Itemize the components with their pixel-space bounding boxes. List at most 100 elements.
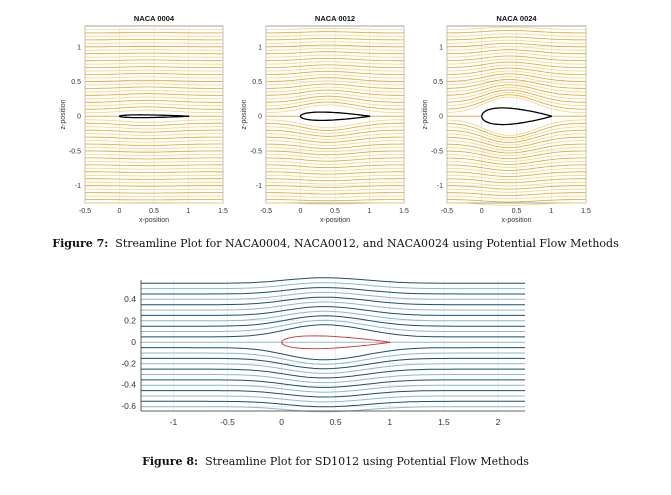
streamline <box>85 76 224 79</box>
streamline <box>446 181 586 187</box>
streamline <box>266 150 404 156</box>
streamline <box>447 55 586 62</box>
y-tick-label: -0.6 <box>121 401 136 411</box>
streamline <box>266 181 404 185</box>
streamline <box>265 119 404 129</box>
streamline <box>266 171 404 175</box>
airfoil-outline <box>118 114 190 119</box>
streamline <box>265 67 404 72</box>
airfoil-outline <box>299 111 371 122</box>
streamline <box>141 352 525 365</box>
streamline <box>85 161 223 163</box>
streamline <box>141 347 525 361</box>
x-tick-label: 0.5 <box>512 208 522 215</box>
streamline <box>266 161 404 165</box>
streamline <box>446 133 586 146</box>
streamline <box>85 103 223 107</box>
y-tick-label: 0 <box>77 114 81 121</box>
streamline <box>141 357 525 370</box>
streamline <box>265 147 404 152</box>
y-tick-label: 0.5 <box>71 79 81 86</box>
streamline <box>266 54 404 58</box>
streamline <box>446 91 586 107</box>
streamline <box>446 61 586 68</box>
streamline <box>446 129 586 143</box>
streamline <box>266 140 404 146</box>
streamline <box>447 84 586 96</box>
streamline <box>446 96 587 114</box>
streamline <box>266 34 404 37</box>
streamline <box>266 89 404 96</box>
x-tick-label: 0 <box>279 417 284 427</box>
streamline <box>266 195 404 198</box>
y-tick-label: 0 <box>439 114 443 121</box>
y-tick-label: 1 <box>258 44 262 51</box>
streamline <box>85 66 223 68</box>
streamline <box>446 76 586 86</box>
streamline <box>446 140 586 151</box>
y-axis-label: z-position <box>241 99 248 129</box>
y-tick-label: -0.5 <box>431 148 443 155</box>
streamline <box>85 178 223 180</box>
streamline <box>265 95 404 103</box>
caption-label: Figure 7: <box>52 237 109 250</box>
x-tick-label: 0.5 <box>149 208 159 215</box>
streamline <box>85 140 223 143</box>
streamline <box>85 164 223 167</box>
x-tick-label: -0.5 <box>441 208 453 215</box>
streamline <box>265 27 404 30</box>
streamline <box>141 374 525 384</box>
x-tick-label: 0.5 <box>330 208 340 215</box>
streamline <box>85 136 223 140</box>
streamline <box>85 73 223 75</box>
streamline <box>85 188 223 190</box>
streamline <box>141 406 525 413</box>
streamline <box>266 83 404 89</box>
streamline <box>446 43 586 48</box>
y-tick-label: 0 <box>131 337 136 347</box>
streamline <box>85 147 223 150</box>
airfoil-outline <box>481 107 552 126</box>
streamline <box>265 188 404 192</box>
x-tick-label: -0.5 <box>220 417 235 427</box>
x-tick-label: 1 <box>549 208 553 215</box>
streamline <box>85 167 223 170</box>
streamline <box>84 52 223 55</box>
streamline <box>266 133 404 140</box>
streamline <box>85 133 223 136</box>
streamline <box>266 41 404 44</box>
x-tick-label: 1.5 <box>581 208 591 215</box>
streamline <box>141 363 525 374</box>
streamline <box>141 368 525 379</box>
x-tick-label: 2 <box>496 417 501 427</box>
x-tick-label: 1.5 <box>218 208 228 215</box>
streamline <box>85 129 223 133</box>
streamline <box>266 61 404 65</box>
x-axis-label: x-position <box>320 217 350 224</box>
streamline <box>446 119 586 136</box>
streamline <box>266 154 404 159</box>
chart-title: NACA 0024 <box>496 14 537 23</box>
streamline <box>446 122 586 139</box>
streamline <box>447 185 586 190</box>
streamline <box>446 33 586 37</box>
streamline <box>447 39 586 44</box>
streamline <box>447 30 586 34</box>
x-tick-label: -1 <box>170 417 178 427</box>
streamline <box>446 136 586 148</box>
streamline <box>447 49 586 55</box>
streamline <box>266 143 404 149</box>
streamline <box>265 157 404 162</box>
streamline <box>85 69 223 72</box>
streamline <box>446 202 586 206</box>
chart-3: -0.5 0 0.5 1 1.5 -1 -0.5 0 0.5 1 NACA 0024 x-positi… <box>422 14 591 224</box>
streamline <box>141 324 525 338</box>
streamline <box>447 36 586 41</box>
streamline <box>84 119 223 123</box>
streamline <box>447 46 586 51</box>
streamline <box>446 154 586 162</box>
streamline <box>141 301 525 311</box>
streamline <box>266 104 404 114</box>
streamline <box>85 192 223 194</box>
